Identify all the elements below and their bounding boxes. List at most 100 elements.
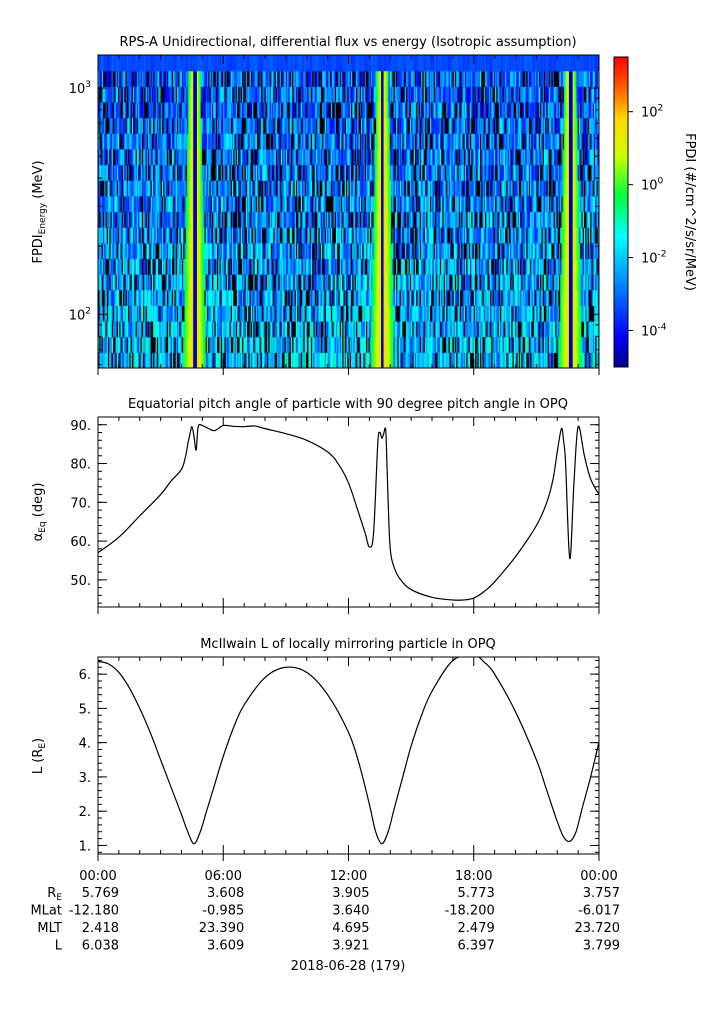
spectrogram-cell [140,336,143,353]
spectrogram-cell [280,55,283,72]
spectrogram-cell [285,133,288,150]
spectrogram-cell [297,352,299,368]
spectrogram-cell [219,180,222,197]
spectrogram-cell [259,117,262,134]
spectrogram-cell [244,336,247,353]
spectrogram-cell [282,289,284,306]
spectrogram-cell [196,148,199,166]
spectrogram-cell [158,352,160,368]
spectrogram-cell [168,148,170,166]
spectrogram-cell [402,336,405,353]
spectrogram-cell [113,352,115,368]
spectrogram-cell [195,133,198,150]
spectrogram-cell [404,117,407,134]
spectrogram-cell [307,227,310,244]
spectrogram-cell [240,352,243,368]
spectrogram-cell [283,274,286,291]
spectrogram-cell [272,101,274,119]
spectrogram-cell [121,86,124,103]
spectrogram-cell [349,242,352,260]
spectrogram-cell [156,289,159,306]
spectrogram-cell [393,274,396,291]
spectrogram-cell [173,321,175,338]
spectrogram-cell [409,336,412,353]
spectrogram-cell [219,352,222,368]
spectrogram-cell [293,321,296,338]
spectrogram-cell [175,55,178,72]
spectrogram-cell [183,133,186,150]
spectrogram-cell [151,180,154,197]
spectrogram-cell [155,70,158,87]
spectrogram-cell [185,211,188,228]
spectrogram-cell [211,336,214,353]
spectrogram-cell [294,289,297,306]
spectrogram-cell [340,274,343,291]
spectrogram-cell [361,336,363,353]
spectrogram-cell [344,86,347,103]
spectrogram-cell [195,70,198,87]
spectrogram-cell [163,148,165,166]
spectrogram-cell [113,227,115,244]
spectrogram-cell [279,258,282,275]
spectrogram-cell [129,258,132,275]
spectrogram-cell [353,305,356,322]
spectrogram-cell [358,180,361,197]
spectrogram-cell [383,133,386,150]
spectrogram-cell [352,55,355,72]
spectrogram-cell [232,86,234,103]
spectrogram-cell [120,321,123,338]
spectrogram-cell [206,336,209,353]
spectrogram-cell [176,195,179,213]
spectrogram-cell [178,101,181,119]
spectrogram-cell [408,86,411,103]
spectrogram-cell [273,352,276,368]
spectrogram-cell [123,86,125,103]
spectrogram-cell [210,305,213,322]
spectrogram-cell [333,336,336,353]
spectrogram-cell [304,70,307,87]
spectrogram-cell [244,101,247,119]
spectrogram-cell [274,274,277,291]
spectrogram-cell [378,242,381,260]
spectrogram-cell [344,289,347,306]
spectrogram-cell [135,211,138,228]
spectrogram-cell [408,242,411,260]
spectrogram-cell [391,258,393,275]
spectrogram-cell [353,289,356,306]
spectrogram-cell [138,164,140,181]
spectrogram-cell [100,70,103,87]
spectrogram-cell [377,211,380,228]
spectrogram-cell [155,258,158,275]
spectrogram-cell [257,55,259,72]
spectrogram-cell [150,180,153,197]
spectrogram-cell [396,180,398,197]
spectrogram-cell [174,164,177,181]
spectrogram-cell [166,70,169,87]
spectrogram-cell [318,242,321,260]
spectrogram-cell [342,86,345,103]
spectrogram-cell [233,55,236,72]
spectrogram-cell [116,133,119,150]
spectrogram-cell [378,274,381,291]
spectrogram-cell [223,336,226,353]
spectrogram-cell [278,211,281,228]
spectrogram-cell [222,148,224,166]
spectrogram-cell [190,133,193,150]
spectrogram-cell [190,180,193,197]
spectrogram-cell [208,227,211,244]
spectrogram-cell [283,55,286,72]
spectrogram-cell [200,321,203,338]
spectrogram-cell [223,148,226,166]
spectrogram-cell [126,211,129,228]
spectrogram-cell [129,211,132,228]
spectrogram-cell [218,148,221,166]
spectrogram-cell [275,321,278,338]
spectrogram-cell [173,180,175,197]
spectrogram-cell [229,101,232,119]
spectrogram-cell [174,86,177,103]
spectrogram-cell [408,336,411,353]
spectrogram-cell [305,289,308,306]
spectrogram-cell [140,70,143,87]
spectrogram-cell [408,180,411,197]
spectrogram-cell [330,117,333,134]
